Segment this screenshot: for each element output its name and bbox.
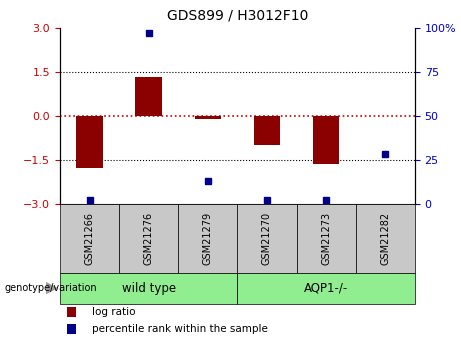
Text: wild type: wild type xyxy=(122,282,176,295)
Text: percentile rank within the sample: percentile rank within the sample xyxy=(92,325,268,334)
Bar xyxy=(195,116,221,119)
Bar xyxy=(313,116,339,164)
Text: GSM21282: GSM21282 xyxy=(380,211,390,265)
Bar xyxy=(119,204,178,273)
Text: GSM21270: GSM21270 xyxy=(262,211,272,265)
Bar xyxy=(60,273,237,304)
Text: GSM21266: GSM21266 xyxy=(84,211,95,265)
Polygon shape xyxy=(46,282,58,294)
Bar xyxy=(67,324,76,334)
Bar xyxy=(178,204,237,273)
Bar xyxy=(254,116,280,145)
Text: genotype/variation: genotype/variation xyxy=(5,283,97,293)
Bar xyxy=(296,204,356,273)
Bar xyxy=(356,204,415,273)
Text: GSM21273: GSM21273 xyxy=(321,211,331,265)
Text: log ratio: log ratio xyxy=(92,307,136,317)
Bar xyxy=(60,204,119,273)
Bar xyxy=(76,116,103,168)
Title: GDS899 / H3012F10: GDS899 / H3012F10 xyxy=(167,8,308,22)
Bar xyxy=(237,204,296,273)
Text: GSM21276: GSM21276 xyxy=(144,211,154,265)
Text: AQP1-/-: AQP1-/- xyxy=(304,282,348,295)
Bar xyxy=(67,307,76,317)
Bar xyxy=(136,77,162,116)
Text: GSM21279: GSM21279 xyxy=(203,211,213,265)
Bar xyxy=(237,273,415,304)
